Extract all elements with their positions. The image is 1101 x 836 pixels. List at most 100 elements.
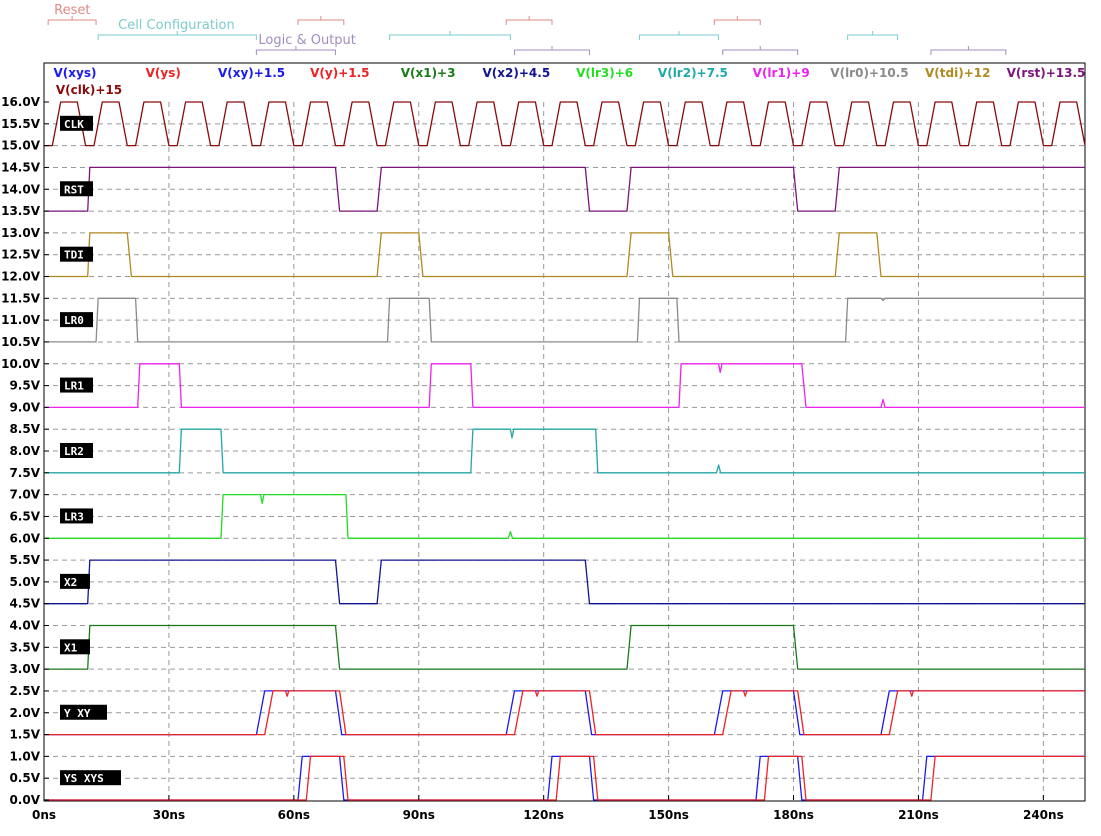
y-tick-label: 16.0V: [1, 95, 41, 109]
legend-entry: V(lr1)+9: [753, 66, 810, 80]
trace-label: LR1: [64, 380, 84, 393]
phase-bracket: [847, 31, 899, 40]
phase-label: Reset: [54, 3, 90, 18]
legend-entry: V(x1)+3: [401, 66, 456, 80]
grid: [44, 102, 1085, 800]
y-tick-label: 15.0V: [1, 139, 41, 153]
phase-bracket: [638, 31, 720, 40]
legend-entry: V(xy)+1.5: [218, 66, 285, 80]
y-tick-label: 8.5V: [9, 422, 40, 436]
y-tick-label: 2.0V: [9, 706, 40, 720]
y-tick-label: 1.0V: [9, 749, 40, 763]
x-tick-label: 120ns: [523, 808, 564, 822]
phase-bracket: [389, 31, 511, 40]
legend-entry: V(xys): [54, 66, 97, 80]
phase-bracket: [47, 16, 97, 25]
y-tick-label: 9.0V: [9, 400, 40, 414]
trace-label-box: [60, 443, 93, 458]
trace-label-box: [60, 770, 121, 786]
trace-label: X1: [64, 641, 78, 654]
x-tick-label: 150ns: [648, 808, 689, 822]
trace-tdi: [44, 232, 1085, 278]
y-tick-label: 6.0V: [9, 531, 40, 545]
x-tick-label: 240ns: [1023, 808, 1064, 822]
y-tick-label: 5.0V: [9, 575, 40, 589]
y-tick-label: 3.0V: [9, 662, 40, 676]
y-tick-label: 7.5V: [9, 466, 40, 480]
trace-lr0: [44, 297, 1085, 343]
legend-entry: V(lr3)+6: [576, 66, 633, 80]
y-tick-label: 6.5V: [9, 509, 40, 523]
legend-entry: V(lr2)+7.5: [658, 66, 728, 80]
y-tick-label: 5.5V: [9, 553, 40, 567]
trace-label: X2: [64, 576, 77, 589]
trace-label: TDI: [64, 249, 84, 262]
trace-lr3: [44, 493, 1085, 539]
y-tick-label: 15.5V: [1, 117, 41, 131]
x-tick-label: 210ns: [898, 808, 939, 822]
trace-label-box: [60, 508, 93, 524]
trace-lr2: [44, 428, 1085, 474]
y-tick-label: 10.5V: [1, 335, 41, 349]
axis-ticks: 0.0V 0.5V 1.0V 1.5V 2.0V 2.5V 3.0V 3.5V 4.0V 4.5V…: [1, 95, 1064, 822]
trace-label-box: [60, 312, 93, 328]
phase-bracket: [97, 31, 257, 40]
legend: V(xys) V(ys) V(xy)+1.5 V(y)+1.5 V(x1)+3 V(x2)…: [54, 66, 1086, 97]
y-tick-label: 10.0V: [1, 357, 41, 371]
trace-label-box: [60, 246, 93, 262]
y-tick-label: 12.5V: [1, 248, 41, 262]
y-tick-label: 2.5V: [9, 684, 40, 698]
legend-entry: V(rst)+13.5: [1007, 66, 1086, 80]
legend-entry: V(y)+1.5: [310, 66, 369, 80]
x-tick-label: 60ns: [278, 808, 310, 822]
trace-label-box: [60, 639, 90, 655]
phase-bracket: [505, 16, 553, 25]
legend-entry: V(clk)+15: [56, 83, 122, 97]
phase-bracket: [713, 16, 761, 25]
trace-labels: CLK RST TDI LR0 LR1 LR2 LR3 X2 X1 Y XY YS XYS: [60, 115, 121, 786]
trace-label: LR3: [64, 510, 84, 523]
phase-bracket: [514, 46, 590, 55]
phase-bracket: [722, 46, 799, 55]
y-tick-label: 8.0V: [9, 444, 40, 458]
legend-entry: V(ys): [146, 66, 181, 80]
trace-label: YS XYS: [64, 772, 104, 785]
y-tick-label: 11.0V: [1, 313, 41, 327]
trace-label: LR2: [64, 445, 84, 458]
x-tick-label: 30ns: [153, 808, 185, 822]
trace-label: RST: [64, 183, 84, 196]
y-tick-label: 1.5V: [9, 728, 40, 742]
phase-label: Logic & Output: [258, 33, 356, 48]
x-tick-label: 0ns: [32, 808, 56, 822]
y-tick-label: 4.0V: [9, 619, 40, 633]
legend-entry: V(lr0)+10.5: [830, 66, 908, 80]
x-tick-label: 180ns: [773, 808, 814, 822]
phase-bracket: [255, 46, 336, 55]
y-tick-label: 3.5V: [9, 640, 40, 654]
y-tick-label: 7.0V: [9, 488, 40, 502]
legend-entry: V(x2)+4.5: [483, 66, 551, 80]
trace-lr1: [44, 363, 1085, 409]
trace-label: LR0: [64, 314, 84, 327]
phase-label: Cell Configuration: [118, 18, 235, 33]
trace-label-box: [60, 377, 93, 393]
y-tick-label: 12.0V: [1, 270, 41, 284]
y-tick-label: 11.5V: [1, 291, 41, 305]
trace-label: Y XY: [64, 707, 91, 720]
y-tick-label: 13.0V: [1, 226, 41, 240]
y-tick-label: 0.5V: [9, 771, 40, 785]
trace-clk: [44, 101, 1086, 147]
trace-label-box: [60, 704, 107, 720]
phase-bracket: [930, 46, 1007, 55]
annotation-layer: Reset Cell Configuration Logic & Output: [47, 3, 1007, 55]
y-tick-label: 13.5V: [1, 204, 41, 218]
trace-y: [44, 690, 1085, 736]
trace-ys: [44, 755, 1085, 801]
y-tick-label: 4.5V: [9, 597, 40, 611]
y-tick-label: 14.5V: [1, 160, 41, 174]
trace-label-box: [60, 573, 90, 589]
y-tick-label: 9.5V: [9, 379, 40, 393]
trace-label: CLK: [64, 118, 84, 131]
y-tick-label: 14.0V: [1, 182, 41, 196]
